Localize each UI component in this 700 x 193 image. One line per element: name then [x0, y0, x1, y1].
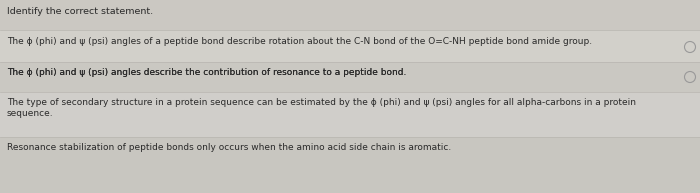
Bar	[0, 0, 700, 30]
Bar	[0, 92, 700, 137]
Text: The type of secondary structure in a protein sequence can be estimated by the ϕ : The type of secondary structure in a pro…	[7, 98, 636, 119]
Text: The ϕ (phi) and ψ (psi) angles describe the contribution of resonance to a pepti: The ϕ (phi) and ψ (psi) angles describe …	[7, 68, 407, 77]
Text: The ϕ (phi) and ψ (psi) angles describe the contribution of resonance to a pepti: The ϕ (phi) and ψ (psi) angles describe …	[7, 68, 407, 77]
Text: The ϕ (phi) and ψ (psi) angles of a peptide bond describe rotation about the C-N: The ϕ (phi) and ψ (psi) angles of a pept…	[7, 37, 592, 46]
Text: Resonance stabilization of peptide bonds only occurs when the amino acid side ch: Resonance stabilization of peptide bonds…	[7, 143, 452, 152]
Bar	[0, 30, 700, 62]
Bar	[0, 137, 700, 193]
Text: Identify the correct statement.: Identify the correct statement.	[7, 7, 153, 16]
Bar	[0, 62, 700, 92]
